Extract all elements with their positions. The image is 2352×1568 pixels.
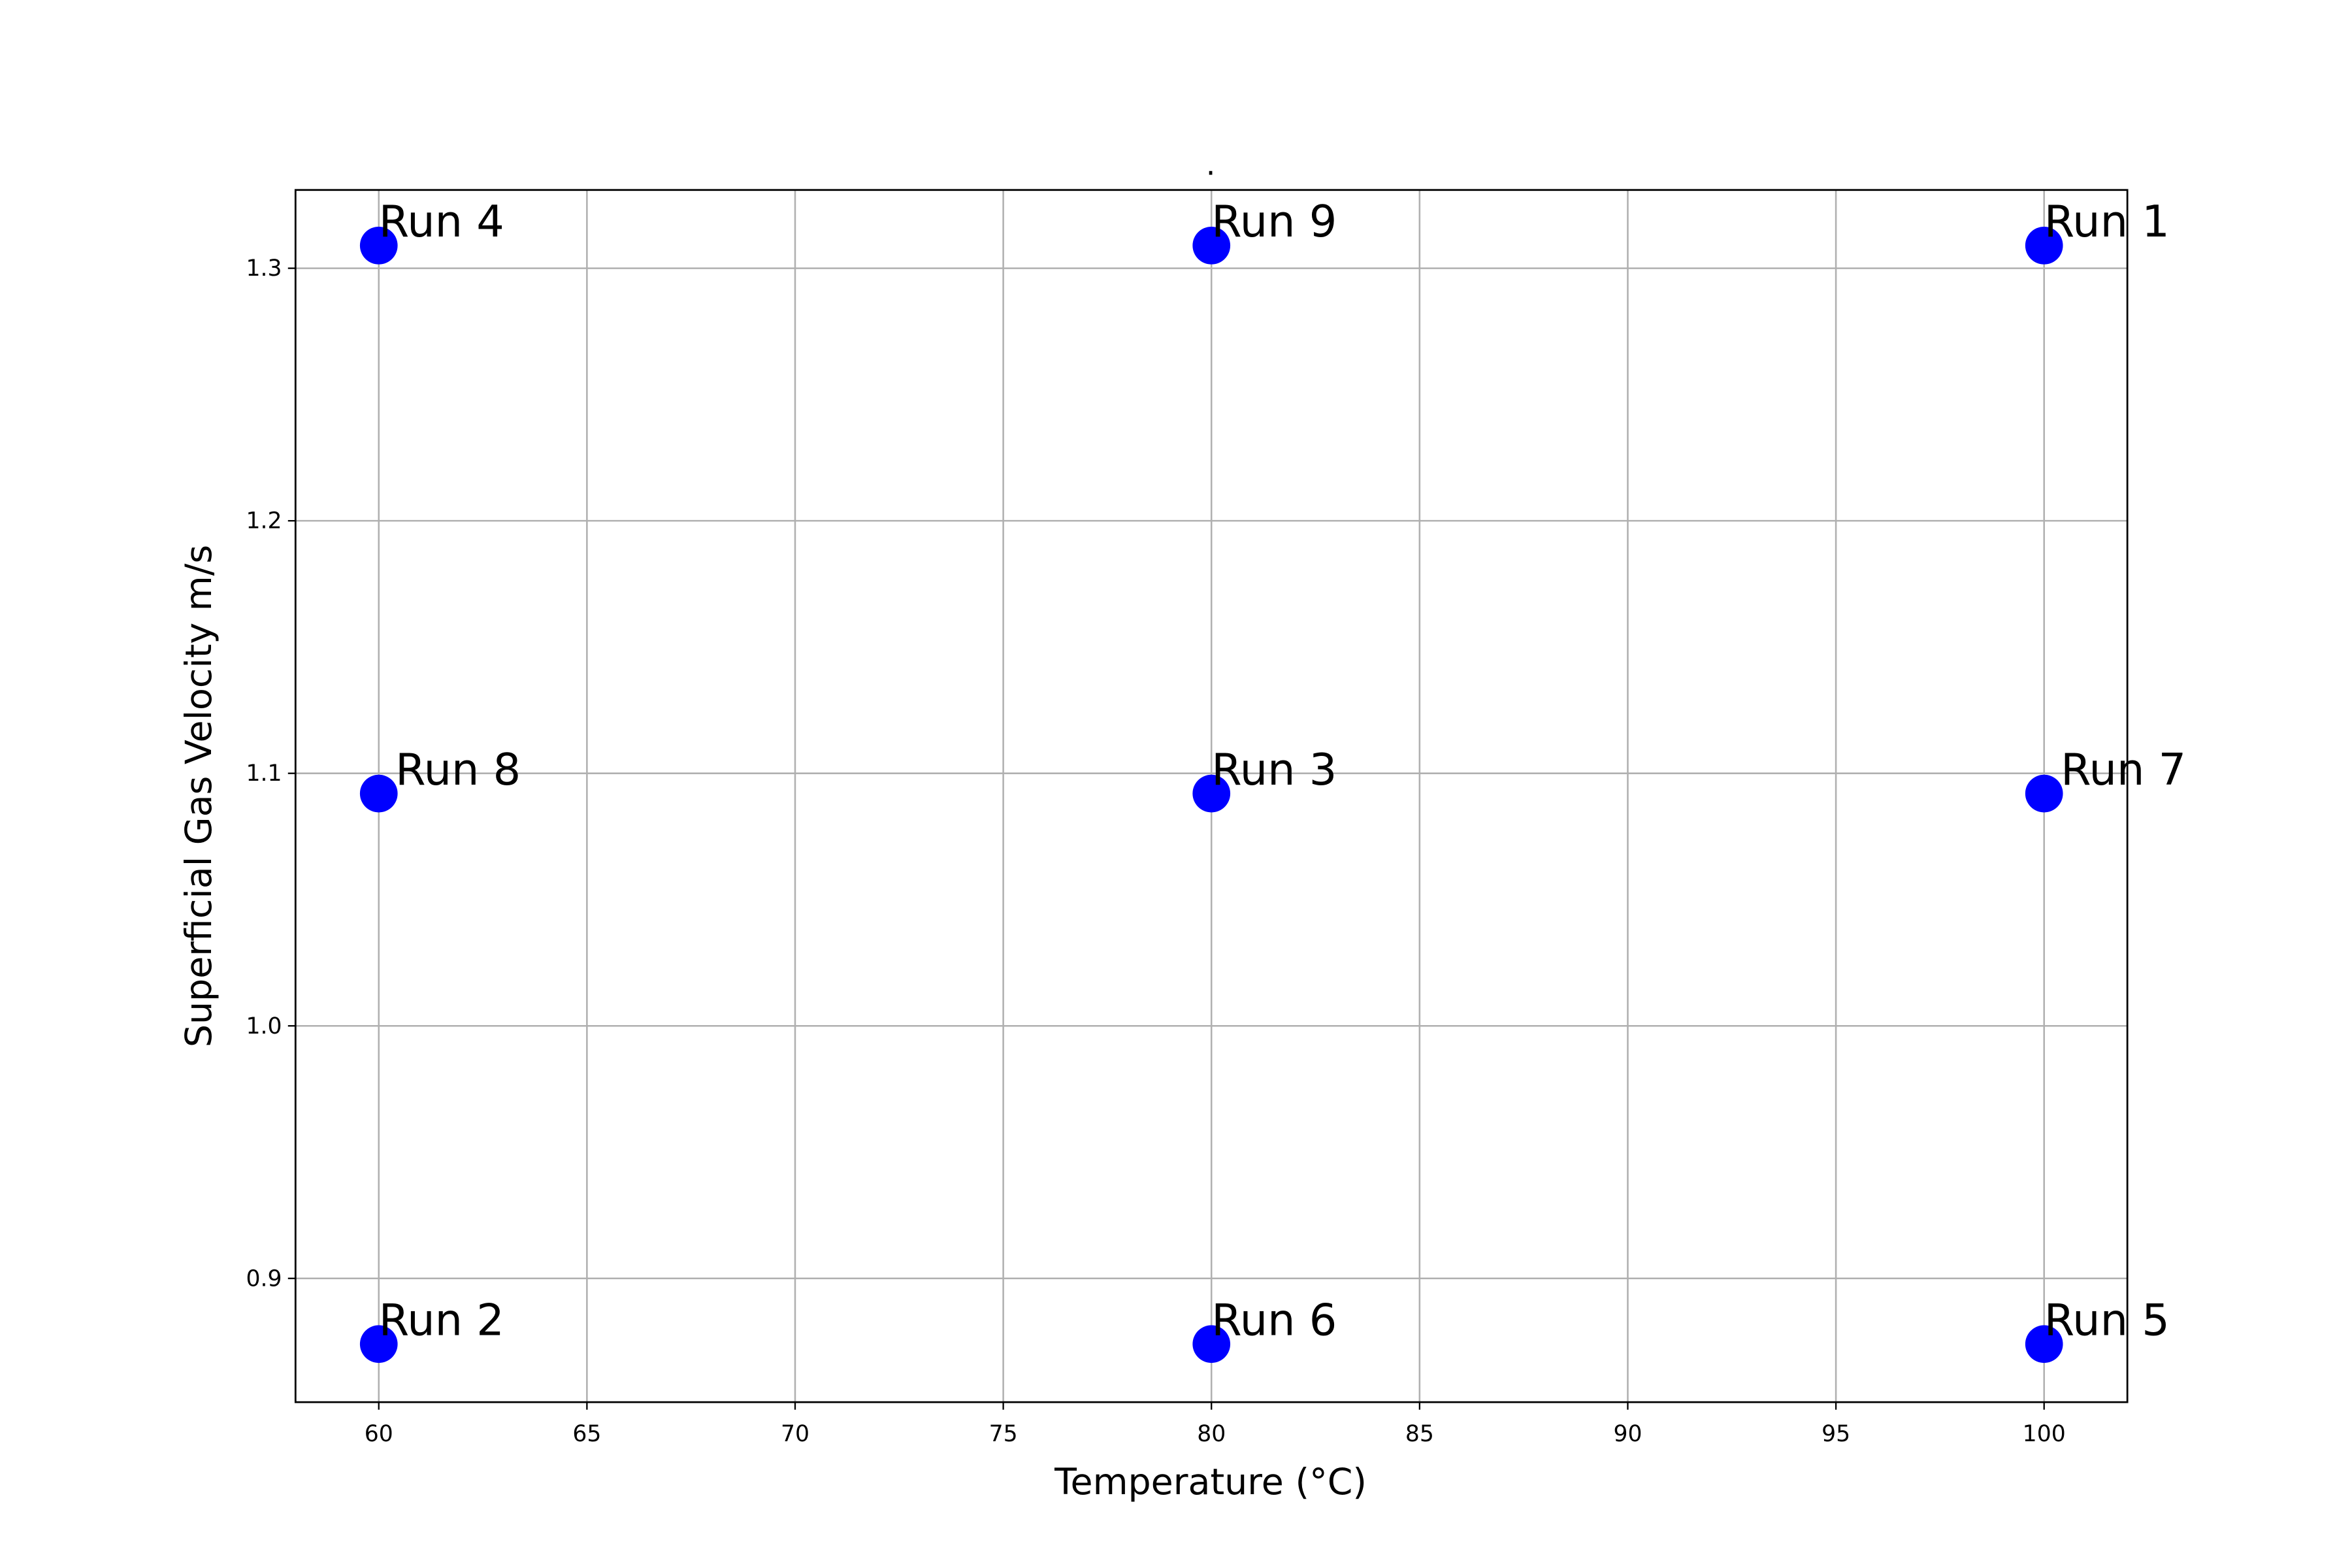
- data-point: [359, 226, 398, 265]
- data-point: [2025, 226, 2063, 265]
- data-point-label: Run 6: [1211, 1294, 1337, 1345]
- x-tick-label: 70: [781, 1421, 809, 1447]
- data-point: [359, 774, 398, 813]
- x-tick-label: 90: [1613, 1421, 1642, 1447]
- axis-ticks: 60 65 70 75 80 85 90 95 100 0.9 1.0 1.1 1.2 1.3: [246, 255, 2065, 1447]
- chart-title: .: [1206, 147, 1216, 182]
- x-tick-label: 80: [1197, 1421, 1226, 1447]
- y-tick-label: 1.2: [246, 508, 282, 534]
- x-tick-label: 95: [1821, 1421, 1850, 1447]
- data-point-label: Run 8: [395, 744, 521, 795]
- data-point: [1192, 774, 1231, 813]
- data-point: [1192, 226, 1231, 265]
- data-point-label: Run 1: [2044, 196, 2170, 247]
- y-axis-label: Superficial Gas Velocity m/s: [178, 545, 220, 1047]
- x-tick-label: 85: [1405, 1421, 1434, 1447]
- data-point: [2025, 1325, 2063, 1364]
- x-tick-label: 60: [365, 1421, 393, 1447]
- data-point-label: Run 9: [1211, 196, 1337, 247]
- x-tick-label: 100: [2023, 1421, 2066, 1447]
- data-point-label: Run 2: [379, 1294, 504, 1345]
- y-tick-label: 1.0: [246, 1013, 282, 1039]
- x-tick-label: 65: [572, 1421, 601, 1447]
- data-points: Run 1 Run 2 Run 3 Run 4 Run 5 Run 6 Run 7 Run 8…: [359, 196, 2186, 1364]
- x-axis-label: Temperature (°C): [1054, 1462, 1367, 1503]
- data-point: [359, 1325, 398, 1364]
- x-tick-label: 75: [989, 1421, 1018, 1447]
- data-point: [1192, 1325, 1231, 1364]
- data-point-label: Run 7: [2061, 744, 2186, 795]
- y-tick-label: 0.9: [246, 1266, 282, 1292]
- y-tick-label: 1.1: [246, 760, 282, 787]
- data-point-label: Run 5: [2044, 1294, 2170, 1345]
- data-point-label: Run 4: [379, 196, 504, 247]
- y-tick-label: 1.3: [246, 255, 282, 282]
- data-point-label: Run 3: [1211, 744, 1337, 795]
- data-point: [2025, 774, 2063, 813]
